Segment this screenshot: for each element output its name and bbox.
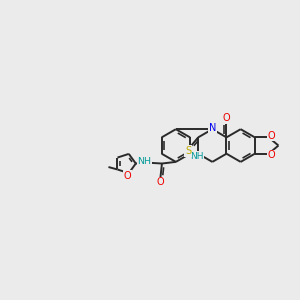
Text: N: N bbox=[209, 123, 216, 133]
Text: O: O bbox=[157, 177, 164, 188]
Text: O: O bbox=[124, 171, 131, 181]
Text: O: O bbox=[268, 130, 275, 141]
Text: NH: NH bbox=[190, 152, 204, 160]
Text: O: O bbox=[223, 113, 230, 123]
Text: S: S bbox=[185, 146, 191, 156]
Text: O: O bbox=[268, 151, 275, 160]
Text: NH: NH bbox=[137, 157, 152, 166]
